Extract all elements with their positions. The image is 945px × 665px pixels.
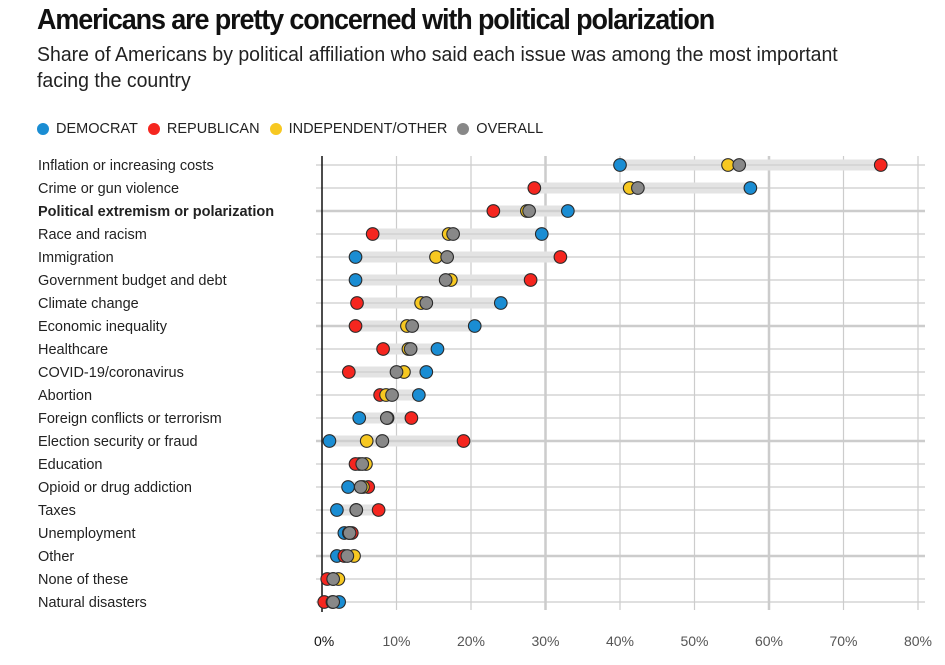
dot-democrat <box>348 273 363 287</box>
dot-republican <box>376 342 390 356</box>
dot-republican <box>341 365 356 379</box>
dot-republican <box>527 181 542 195</box>
x-tick-label: 20% <box>457 633 485 649</box>
dot-overall <box>385 388 399 402</box>
legend-item-republican: REPUBLICAN <box>147 121 260 137</box>
dot-overall <box>353 480 368 494</box>
chart-title: Americans are pretty concerned with poli… <box>37 4 715 36</box>
row-label: Immigration <box>38 250 114 266</box>
dot-republican <box>404 411 419 425</box>
dot-democrat <box>467 319 482 333</box>
legend-dot-overall-icon <box>457 123 470 135</box>
dot-republican <box>523 273 538 287</box>
dot-overall <box>405 319 419 333</box>
dot-overall <box>340 549 355 563</box>
legend-label: INDEPENDENT/OTHER <box>288 121 448 137</box>
legend: DEMOCRAT REPUBLICAN INDEPENDENT/OTHER OV… <box>37 121 553 137</box>
legend-item-democrat: DEMOCRAT <box>37 121 138 137</box>
chart-subtitle: Share of Americans by political affiliat… <box>37 43 838 92</box>
dot-independent <box>359 434 374 448</box>
x-tick-label: 70% <box>829 633 857 649</box>
dot-democrat <box>352 411 367 425</box>
dot-overall <box>342 526 357 540</box>
data-dots <box>317 158 888 609</box>
dot-overall <box>631 181 645 195</box>
dot-democrat <box>330 503 344 517</box>
dot-overall <box>419 296 434 310</box>
dot-democrat <box>534 227 549 241</box>
x-tick-label: 40% <box>606 633 634 649</box>
row-label: Foreign conflicts or terrorism <box>38 411 222 427</box>
range-bands <box>324 159 881 608</box>
dot-overall <box>389 365 404 379</box>
dot-democrat <box>412 388 426 402</box>
dot-overall <box>326 572 341 586</box>
row-label: Taxes <box>38 503 76 519</box>
x-tick-labels: 0% 10% 20% 30% 40% 50% 60% 70% 80% <box>314 633 932 649</box>
row-label: Unemployment <box>38 526 136 542</box>
dot-republican <box>873 158 888 172</box>
row-label: Education <box>38 457 103 473</box>
dot-democrat <box>560 204 575 218</box>
x-tick-label: 50% <box>680 633 708 649</box>
dot-overall <box>379 411 394 425</box>
row-labels: Inflation or increasing costs Crime or gu… <box>38 158 274 611</box>
dot-democrat <box>743 181 758 195</box>
dot-democrat <box>419 365 434 379</box>
row-label: Healthcare <box>38 342 108 358</box>
row-label: Abortion <box>38 388 92 404</box>
dot-democrat <box>341 480 355 494</box>
dot-republican <box>348 319 363 333</box>
legend-item-overall: OVERALL <box>457 121 543 137</box>
legend-dot-republican-icon <box>147 123 160 135</box>
x-tick-label: 60% <box>755 633 783 649</box>
dot-overall <box>349 503 364 517</box>
row-label: Economic inequality <box>38 319 168 335</box>
row-label: Government budget and debt <box>38 273 227 289</box>
dot-republican <box>553 250 568 264</box>
legend-dot-independent-icon <box>269 123 282 135</box>
legend-label: DEMOCRAT <box>56 121 138 137</box>
legend-dot-democrat-icon <box>37 123 49 135</box>
row-label: Inflation or increasing costs <box>38 158 214 174</box>
dot-republican <box>456 434 471 448</box>
row-label: Other <box>38 549 74 565</box>
row-label: COVID-19/coronavirus <box>38 365 184 381</box>
row-label: Opioid or drug addiction <box>38 480 192 496</box>
legend-label: REPUBLICAN <box>166 121 260 137</box>
row-label: Race and racism <box>38 227 147 243</box>
dot-republican <box>365 227 380 241</box>
dot-democrat <box>493 296 508 310</box>
legend-item-independent: INDEPENDENT/OTHER <box>269 121 448 137</box>
dot-overall <box>446 227 460 241</box>
row-label: Crime or gun violence <box>38 181 179 197</box>
dot-overall <box>375 434 390 448</box>
row-label: Natural disasters <box>38 595 147 611</box>
dot-overall <box>732 158 747 172</box>
vertical-gridlines <box>395 156 919 610</box>
dot-republican <box>486 204 501 218</box>
dot-democrat <box>430 342 445 356</box>
dot-overall <box>440 250 455 264</box>
dot-democrat <box>348 250 363 264</box>
dot-overall <box>326 595 341 609</box>
row-label: Election security or fraud <box>38 434 198 450</box>
dot-overall <box>355 457 370 471</box>
dot-republican <box>350 296 364 310</box>
x-tick-label: 10% <box>382 633 410 649</box>
dot-democrat <box>322 434 337 448</box>
dot-democrat <box>613 158 627 172</box>
legend-label: OVERALL <box>476 121 544 137</box>
row-label: Political extremism or polarization <box>38 204 274 220</box>
row-label: Climate change <box>38 296 139 312</box>
row-label: None of these <box>38 572 128 588</box>
dot-overall <box>438 273 453 287</box>
dot-overall <box>522 204 536 218</box>
x-tick-label: 30% <box>531 633 559 649</box>
x-tick-label: 0% <box>314 633 334 649</box>
x-tick-label: 80% <box>904 633 932 649</box>
dot-republican <box>371 503 386 517</box>
dot-overall <box>403 342 418 356</box>
